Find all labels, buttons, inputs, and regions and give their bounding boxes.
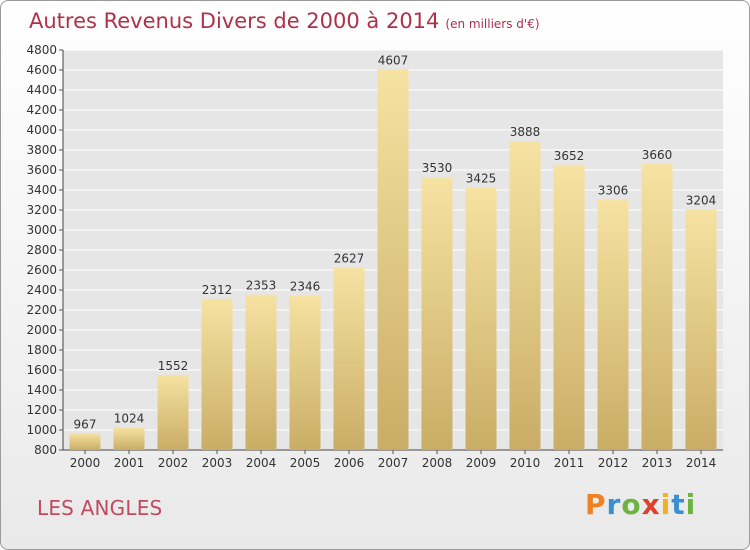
bar <box>377 69 409 451</box>
y-tick-label: 1400 <box>26 383 57 397</box>
y-tick-label: 1200 <box>26 403 57 417</box>
brand-letter: P <box>585 488 607 521</box>
x-tick-label: 2006 <box>334 456 365 470</box>
y-tick-label: 4400 <box>26 83 57 97</box>
bar-value-label: 3425 <box>466 172 497 186</box>
bar-value-label: 1552 <box>158 359 189 373</box>
bar-value-label: 2312 <box>202 283 233 297</box>
y-tick-label: 800 <box>34 443 57 457</box>
bar-value-label: 3204 <box>686 194 717 208</box>
bar-value-label: 3306 <box>598 183 629 197</box>
bar <box>421 177 453 450</box>
y-tick-label: 2000 <box>26 323 57 337</box>
title-text: Autres Revenus Divers de 2000 à 2014 <box>29 9 440 33</box>
y-tick-label: 2400 <box>26 283 57 297</box>
place-name: LES ANGLES <box>37 496 163 520</box>
bar-value-label: 3660 <box>642 148 673 162</box>
y-tick-label: 2800 <box>26 243 57 257</box>
x-tick-label: 2008 <box>422 456 453 470</box>
bar-value-label: 3888 <box>510 125 541 139</box>
bar-value-label: 967 <box>74 417 97 431</box>
bar <box>641 164 673 450</box>
x-tick-label: 2002 <box>158 456 189 470</box>
y-tick-label: 2200 <box>26 303 57 317</box>
x-tick-label: 2004 <box>246 456 277 470</box>
bar <box>113 427 145 450</box>
y-tick-label: 4800 <box>26 43 57 57</box>
bar <box>157 374 189 450</box>
bar <box>509 141 541 450</box>
x-tick-label: 2014 <box>686 456 717 470</box>
y-tick-label: 3400 <box>26 183 57 197</box>
y-tick-label: 4200 <box>26 103 57 117</box>
brand-letter: x <box>641 488 661 521</box>
title-unit: (en milliers d'€) <box>445 17 540 31</box>
brand-letter: i <box>685 488 697 521</box>
bar-value-label: 1024 <box>114 412 145 426</box>
bar <box>685 209 717 450</box>
x-tick-label: 2003 <box>202 456 233 470</box>
y-tick-label: 3200 <box>26 203 57 217</box>
x-tick-label: 2010 <box>510 456 541 470</box>
y-tick-label: 2600 <box>26 263 57 277</box>
bar <box>553 164 585 451</box>
bar <box>597 199 629 450</box>
bar-value-label: 3530 <box>422 161 453 175</box>
y-tick-label: 3600 <box>26 163 57 177</box>
y-tick-label: 4600 <box>26 63 57 77</box>
bar <box>201 298 233 450</box>
brand-logo: Proxiti <box>585 488 696 521</box>
y-tick-label: 3800 <box>26 143 57 157</box>
bar <box>333 267 365 450</box>
y-tick-label: 1600 <box>26 363 57 377</box>
bar-value-label: 4607 <box>378 53 409 67</box>
bar-value-label: 3652 <box>554 149 585 163</box>
x-tick-label: 2011 <box>554 456 585 470</box>
bar <box>289 295 321 450</box>
x-tick-label: 2005 <box>290 456 321 470</box>
chart-title: Autres Revenus Divers de 2000 à 2014 (en … <box>29 9 540 33</box>
bar-value-label: 2346 <box>290 279 321 293</box>
brand-letter: i <box>660 488 672 521</box>
x-tick-label: 2007 <box>378 456 409 470</box>
y-tick-label: 3000 <box>26 223 57 237</box>
x-tick-label: 2001 <box>114 456 145 470</box>
y-tick-label: 1000 <box>26 423 57 437</box>
brand-letter: t <box>671 488 686 521</box>
x-tick-label: 2009 <box>466 456 497 470</box>
x-tick-label: 2013 <box>642 456 673 470</box>
bar <box>69 433 101 450</box>
bar-value-label: 2627 <box>334 251 365 265</box>
x-tick-label: 2000 <box>70 456 101 470</box>
bar <box>245 294 277 450</box>
brand-letter: r <box>606 488 622 521</box>
x-tick-label: 2012 <box>598 456 629 470</box>
y-tick-label: 4000 <box>26 123 57 137</box>
brand-letter: o <box>621 488 642 521</box>
bar-value-label: 2353 <box>246 279 277 293</box>
bar <box>465 187 497 450</box>
y-tick-label: 1800 <box>26 343 57 357</box>
